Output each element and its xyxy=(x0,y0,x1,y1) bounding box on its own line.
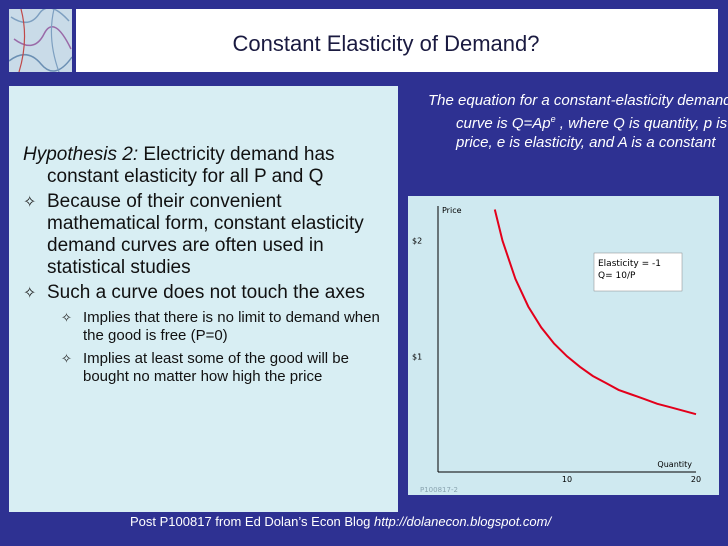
equation-part-b: , where Q is quantity, p is price, e is … xyxy=(456,115,728,151)
annotation-line: Q= 10/P xyxy=(598,271,636,281)
watermark-label: P100817-2 xyxy=(420,486,458,494)
y-tick-label: $1 xyxy=(412,352,422,361)
equation-superscript: e xyxy=(550,114,556,124)
demand-chart: Price Quantity $1 $2 10 20 P100817-2 Elasticity… xyxy=(412,206,701,494)
y-axis-label: Price xyxy=(442,206,462,215)
title-bar: Constant Elasticity of Demand? xyxy=(76,9,718,72)
bullet-item: ✧ Such a curve does not touch the axes xyxy=(23,282,388,304)
squiggle-pattern-icon xyxy=(9,9,72,72)
sub-bullet-text: Implies that there is no limit to demand… xyxy=(83,309,380,344)
y-tick-label: $2 xyxy=(412,237,422,246)
equation-part-a: The equation for a constant-elasticity d… xyxy=(428,92,728,132)
annotation-box xyxy=(593,252,683,292)
star-bullet-icon: ✧ xyxy=(61,351,72,366)
equation-text: The equation for a constant-elasticity d… xyxy=(428,91,728,152)
slide-title: Constant Elasticity of Demand? xyxy=(232,31,540,56)
decorative-thumbnail xyxy=(9,9,72,72)
sub-bullet-item: ✧ Implies at least some of the good will… xyxy=(23,350,388,386)
star-bullet-icon: ✧ xyxy=(61,310,72,325)
bullet-text: Because of their convenient mathematical… xyxy=(47,191,364,278)
sub-bullet-item: ✧ Implies that there is no limit to dema… xyxy=(23,309,388,345)
bullet-item: ✧ Because of their convenient mathematic… xyxy=(23,191,388,279)
bullet-list: Hypothesis 2: Electricity demand has con… xyxy=(23,144,388,386)
star-bullet-icon: ✧ xyxy=(23,194,37,211)
footer-link[interactable]: http://dolanecon.blogspot.com/ xyxy=(374,514,552,529)
hypothesis-text: Electricity demand has constant elastici… xyxy=(47,144,335,187)
bullet-text: Such a curve does not touch the axes xyxy=(47,282,365,303)
hypothesis-label: Hypothesis 2: xyxy=(23,144,139,165)
footer: Post P100817 from Ed Dolan’s Econ Blog h… xyxy=(130,514,551,529)
left-text-panel: Hypothesis 2: Electricity demand has con… xyxy=(9,86,398,512)
footer-text: Post P100817 from Ed Dolan’s Econ Blog xyxy=(130,514,375,529)
annotation-line: Elasticity = -1 xyxy=(598,259,661,269)
x-tick-label: 10 xyxy=(562,475,572,484)
demand-chart-panel: Price Quantity $1 $2 10 20 P100817-2 Elasticity… xyxy=(408,196,719,495)
sub-bullet-text: Implies at least some of the good will b… xyxy=(83,350,349,385)
x-axis-label: Quantity xyxy=(657,460,692,469)
hypothesis-paragraph: Hypothesis 2: Electricity demand has con… xyxy=(23,144,388,188)
x-tick-label: 20 xyxy=(691,475,701,484)
demand-curve-line xyxy=(493,209,697,416)
star-bullet-icon: ✧ xyxy=(23,285,37,302)
